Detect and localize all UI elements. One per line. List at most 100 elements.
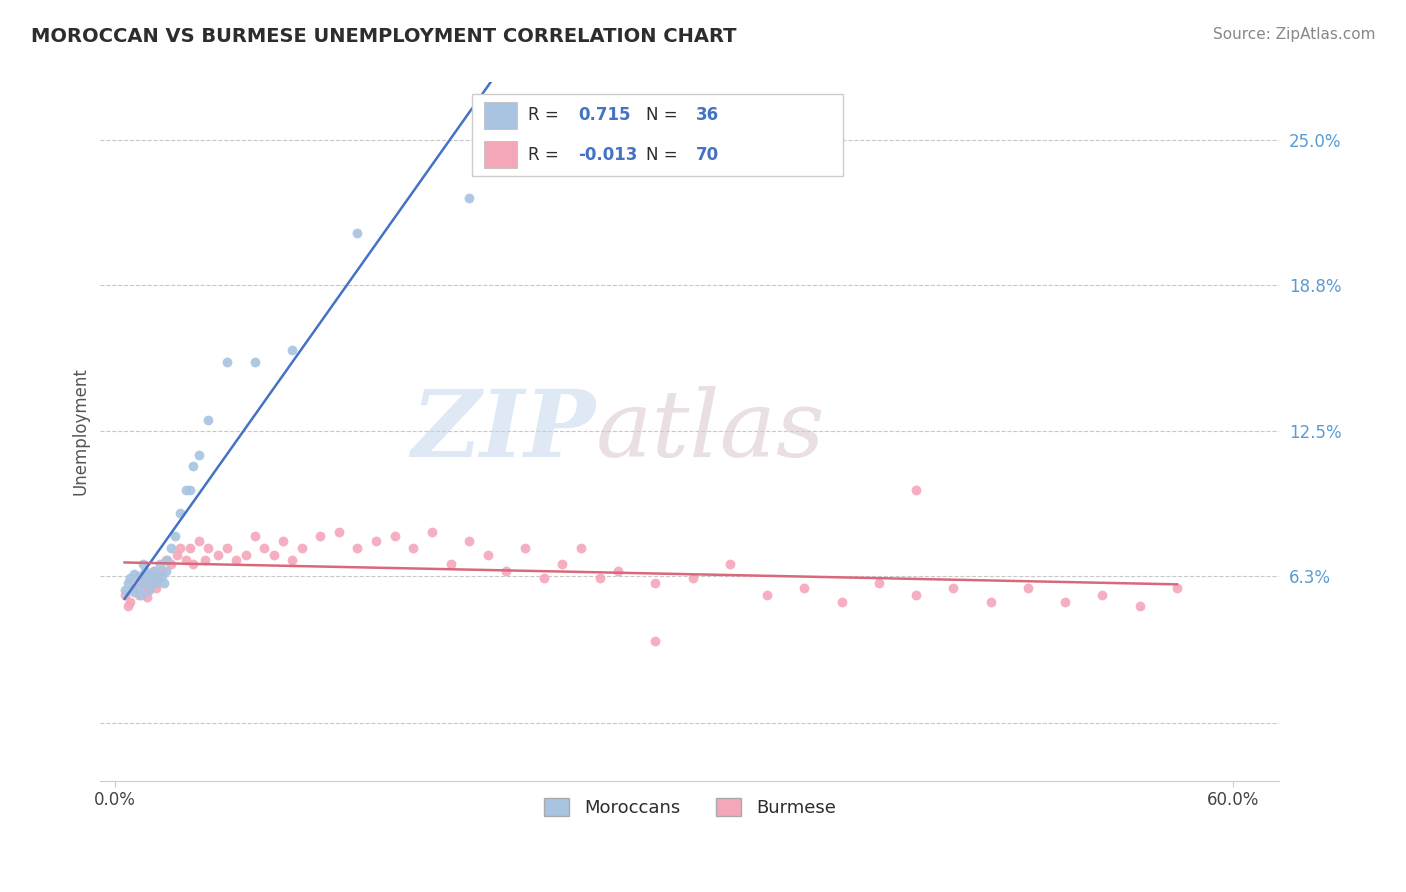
Point [141,571,163,585]
Point [253,541,276,555]
Point [194,552,217,566]
Point [831,594,853,608]
Text: R =: R = [529,145,564,163]
Point [197,413,219,427]
Point [120,571,142,585]
Point [942,581,965,595]
Point [215,354,238,368]
Point [868,575,890,590]
Point [207,548,229,562]
Point [134,564,156,578]
Text: 0.715: 0.715 [578,106,630,125]
Text: ZIP: ZIP [412,386,596,476]
Point [169,506,191,520]
Point [139,571,162,585]
Point [402,541,425,555]
Point [328,524,350,539]
Point [150,569,173,583]
Text: N =: N = [647,106,683,125]
Point [127,581,149,595]
Point [152,575,174,590]
Text: -0.013: -0.013 [578,145,637,163]
Point [290,541,312,555]
Point [160,558,183,572]
Y-axis label: Unemployment: Unemployment [72,368,89,495]
Point [155,552,177,566]
Point [179,541,201,555]
Point [134,581,156,595]
Point [533,571,555,585]
Point [384,529,406,543]
Point [145,581,167,595]
Point [146,571,169,585]
Point [117,575,139,590]
FancyBboxPatch shape [484,141,516,168]
Point [420,524,443,539]
Point [980,594,1002,608]
Point [128,588,150,602]
Point [281,343,304,357]
Point [1129,599,1152,614]
Point [183,558,205,572]
Text: 36: 36 [696,106,718,125]
Point [114,582,136,597]
Point [132,571,155,585]
Point [150,564,173,578]
Point [364,533,387,548]
Point [495,564,517,578]
Text: MOROCCAN VS BURMESE UNEMPLOYMENT CORRELATION CHART: MOROCCAN VS BURMESE UNEMPLOYMENT CORRELA… [31,27,737,45]
Point [179,483,201,497]
Text: atlas: atlas [596,386,825,476]
Point [458,533,481,548]
Point [243,529,266,543]
Point [905,483,928,497]
Point [156,552,179,566]
Point [127,575,149,590]
Point [143,564,166,578]
Point [439,558,461,572]
Point [143,564,166,578]
Point [135,590,157,604]
Point [281,552,304,566]
Point [131,588,153,602]
Point [477,548,499,562]
Point [188,448,211,462]
Point [309,529,332,543]
Point [793,581,815,595]
Point [718,558,741,572]
Point [588,571,610,585]
Text: N =: N = [647,145,683,163]
Point [166,548,188,562]
Point [122,581,145,595]
Point [149,558,172,572]
FancyBboxPatch shape [484,103,516,128]
Point [141,575,163,590]
Point [607,564,630,578]
Point [139,575,162,590]
Point [117,599,139,614]
Point [160,541,183,555]
Text: R =: R = [529,106,564,125]
Point [346,227,368,241]
Point [188,533,211,548]
Point [346,541,368,555]
Point [1091,588,1114,602]
Point [243,354,266,368]
Point [235,548,257,562]
Point [263,548,285,562]
Point [551,558,574,572]
Point [513,541,536,555]
Point [1054,594,1077,608]
Point [145,575,167,590]
Point [183,459,205,474]
Point [905,588,928,602]
Point [682,571,704,585]
Point [174,552,197,566]
Point [756,588,779,602]
Point [163,529,186,543]
Point [644,575,666,590]
Point [132,558,155,572]
Point [169,541,191,555]
Point [122,585,145,599]
Point [1017,581,1039,595]
